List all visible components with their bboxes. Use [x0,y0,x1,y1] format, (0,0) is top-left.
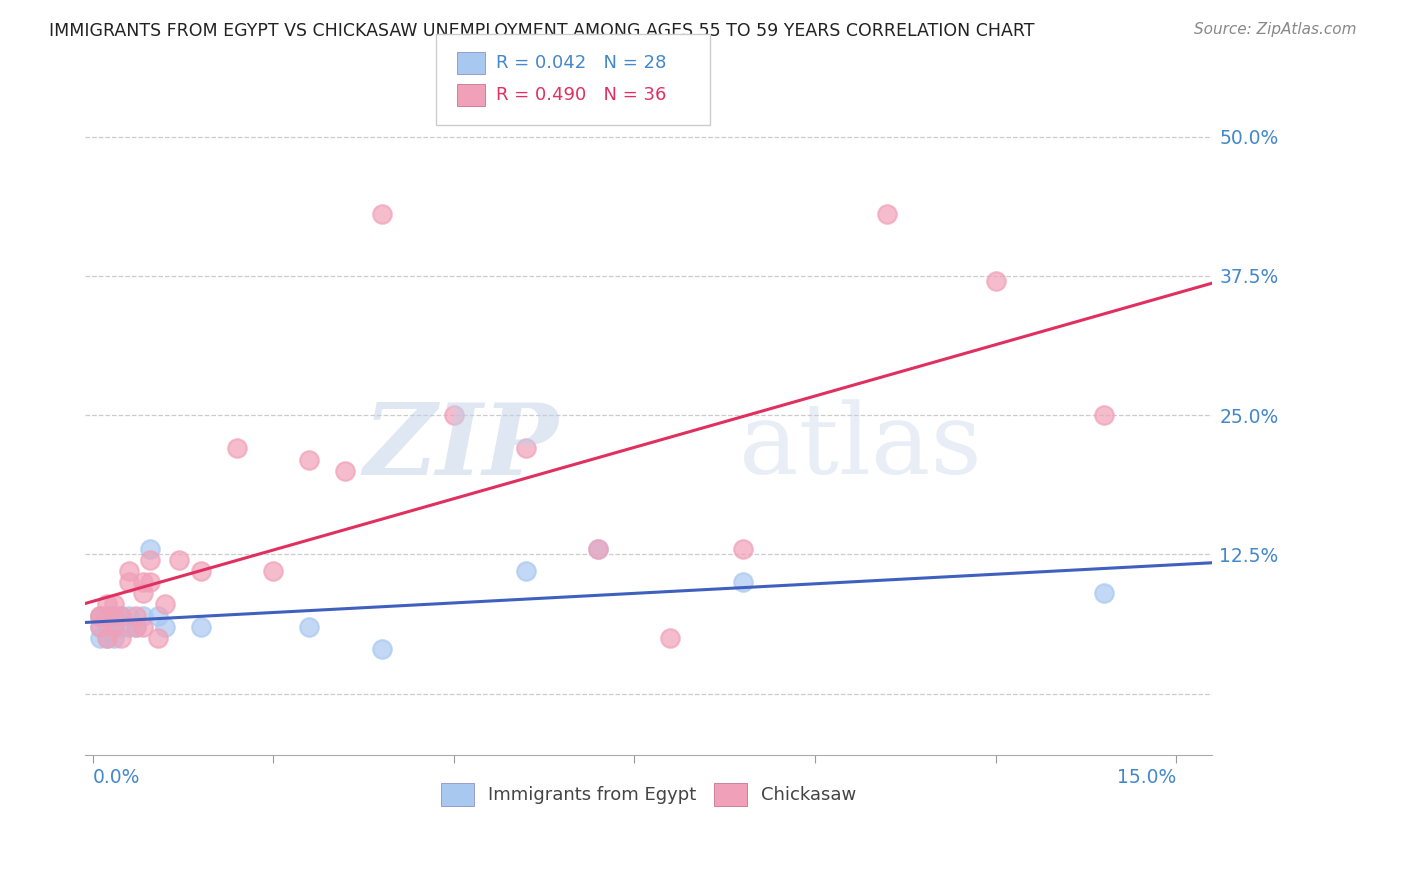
Point [110,608,132,623]
Legend: Immigrants from Egypt, Chickasaw: Immigrants from Egypt, Chickasaw [434,776,863,813]
Point [876,207,898,221]
Point [132,575,155,590]
Text: IMMIGRANTS FROM EGYPT VS CHICKASAW UNEMPLOYMENT AMONG AGES 55 TO 59 YEARS CORREL: IMMIGRANTS FROM EGYPT VS CHICKASAW UNEMP… [49,22,1035,40]
Point [125,608,148,623]
Point [125,620,148,634]
Text: 15.0%: 15.0% [1116,768,1177,788]
Point [103,608,125,623]
Point [89,620,111,634]
Text: R = 0.490   N = 36: R = 0.490 N = 36 [496,86,666,104]
Point [132,586,155,600]
Point [89,608,111,623]
Point [110,620,132,634]
Point [89,608,111,623]
Point [125,620,148,634]
Point [190,620,212,634]
Point [96,608,118,623]
Point [89,620,111,634]
Point [146,608,169,623]
Point [89,608,111,623]
Point [586,541,609,556]
Point [139,553,162,567]
Point [153,620,176,634]
Point [110,608,132,623]
Point [132,608,155,623]
Point [515,564,537,578]
Text: 0.0%: 0.0% [93,768,141,788]
Point [731,541,754,556]
Point [370,207,392,221]
Point [515,442,537,456]
Point [103,598,125,612]
Point [110,608,132,623]
Point [96,608,118,623]
Point [335,464,357,478]
Text: ZIP: ZIP [364,399,558,496]
Text: Source: ZipAtlas.com: Source: ZipAtlas.com [1194,22,1357,37]
Point [117,608,139,623]
Point [103,620,125,634]
Point [298,620,321,634]
Point [117,575,139,590]
Point [117,620,139,634]
Point [984,274,1007,288]
Point [117,564,139,578]
Point [139,575,162,590]
Point [659,631,682,645]
Point [139,541,162,556]
Text: R = 0.042   N = 28: R = 0.042 N = 28 [496,54,666,72]
Point [370,642,392,657]
Point [1092,586,1115,600]
Point [167,553,190,567]
Point [110,631,132,645]
Text: atlas: atlas [740,400,981,495]
Point [103,631,125,645]
Point [731,575,754,590]
Point [103,620,125,634]
Point [1092,408,1115,422]
Point [262,564,284,578]
Point [190,564,212,578]
Point [96,620,118,634]
Point [226,442,249,456]
Point [586,541,609,556]
Point [132,620,155,634]
Point [443,408,465,422]
Point [146,631,169,645]
Point [153,598,176,612]
Point [103,608,125,623]
Point [103,620,125,634]
Point [298,452,321,467]
Point [96,598,118,612]
Point [96,631,118,645]
Point [89,631,111,645]
Point [96,631,118,645]
